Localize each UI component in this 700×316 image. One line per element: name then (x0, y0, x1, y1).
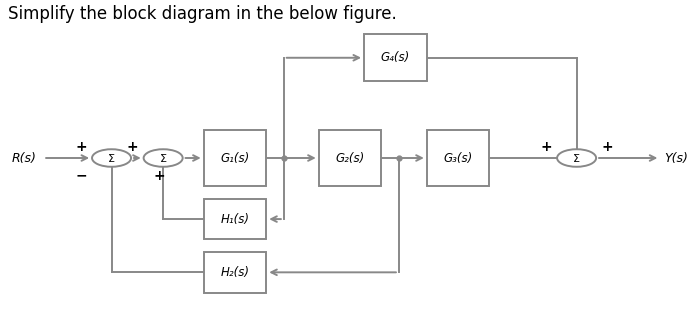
Text: +: + (154, 168, 165, 183)
FancyBboxPatch shape (204, 199, 266, 240)
Text: H₂(s): H₂(s) (220, 266, 249, 279)
Text: Y(s): Y(s) (664, 151, 687, 165)
Text: H₁(s): H₁(s) (220, 213, 249, 226)
FancyBboxPatch shape (204, 130, 266, 186)
Text: G₂(s): G₂(s) (335, 151, 365, 165)
FancyBboxPatch shape (427, 130, 489, 186)
Text: +: + (601, 140, 613, 154)
Text: +: + (127, 140, 139, 154)
FancyBboxPatch shape (318, 130, 382, 186)
Text: $\Sigma$: $\Sigma$ (159, 152, 167, 164)
Text: +: + (540, 140, 552, 154)
Text: −: − (75, 168, 87, 182)
Text: +: + (75, 140, 87, 154)
Text: Simplify the block diagram in the below figure.: Simplify the block diagram in the below … (8, 4, 397, 22)
Text: G₁(s): G₁(s) (220, 151, 250, 165)
FancyBboxPatch shape (204, 252, 266, 293)
Text: R(s): R(s) (11, 151, 36, 165)
FancyBboxPatch shape (364, 34, 427, 81)
Text: G₄(s): G₄(s) (381, 51, 410, 64)
Text: $\Sigma$: $\Sigma$ (107, 152, 116, 164)
Text: $\Sigma$: $\Sigma$ (573, 152, 581, 164)
Text: G₃(s): G₃(s) (443, 151, 473, 165)
